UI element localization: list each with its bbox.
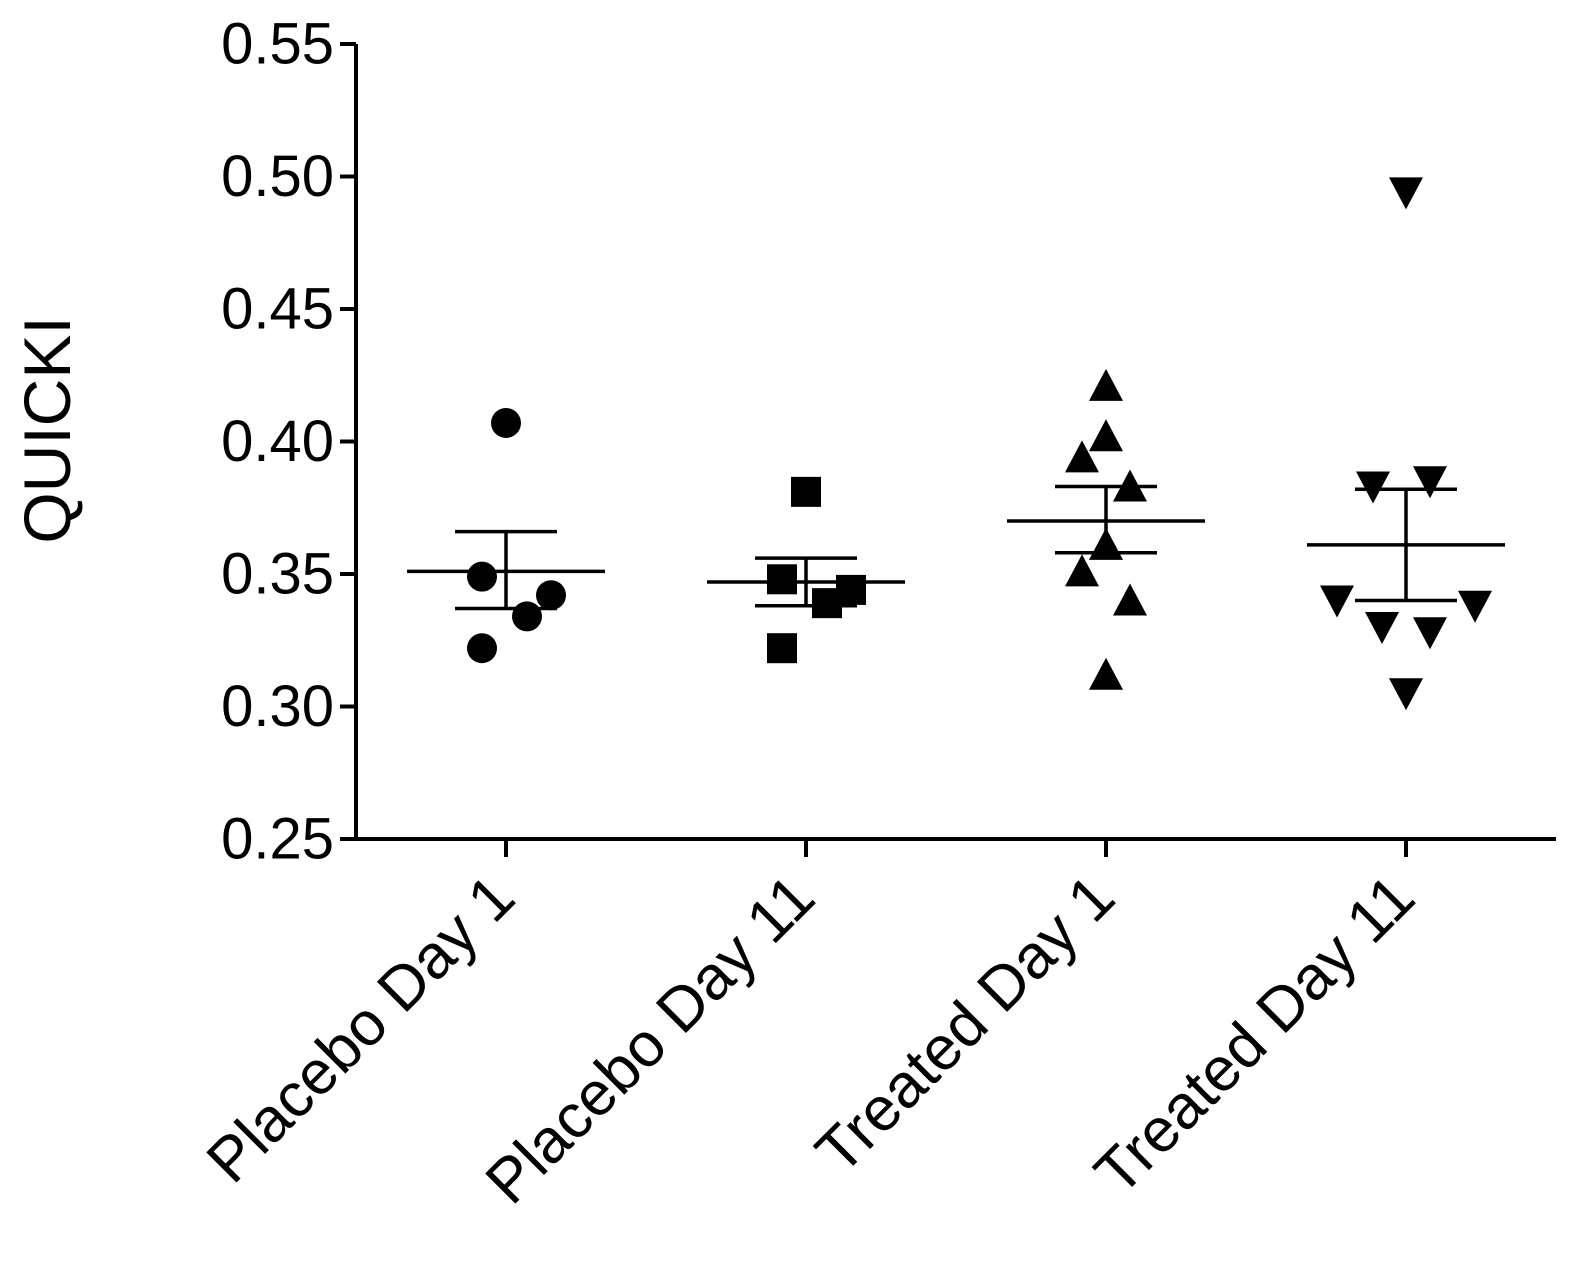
data-point-circle <box>491 407 521 438</box>
data-point-square <box>812 588 842 619</box>
y-axis-title: QUICKI <box>10 316 84 543</box>
data-point-triangle-up <box>1065 440 1099 473</box>
data-point-triangle-down <box>1389 678 1423 711</box>
data-point-square <box>791 476 821 507</box>
data-point-triangle-up <box>1065 554 1099 587</box>
data-point-triangle-down <box>1320 585 1354 618</box>
y-tick-label: 0.35 <box>221 542 334 607</box>
data-points-layer <box>467 177 1492 711</box>
x-category-label: Placebo Day 11 <box>473 862 828 1217</box>
x-category-label: Treated Day 1 <box>803 862 1128 1187</box>
data-point-triangle-up <box>1089 657 1123 690</box>
data-point-square <box>767 633 797 664</box>
data-point-circle <box>467 633 497 664</box>
y-tick-label: 0.40 <box>221 409 334 474</box>
data-point-triangle-up <box>1089 368 1123 401</box>
data-point-triangle-down <box>1356 471 1390 504</box>
data-point-triangle-up <box>1113 469 1147 502</box>
data-point-triangle-down <box>1458 590 1492 623</box>
x-category-label: Placebo Day 1 <box>194 862 528 1196</box>
data-point-triangle-up <box>1089 419 1123 452</box>
y-tick-label: 0.30 <box>221 674 334 739</box>
data-point-triangle-down <box>1413 617 1447 650</box>
y-tick-label: 0.55 <box>221 12 334 77</box>
y-tick-label: 0.50 <box>221 144 334 209</box>
data-point-triangle-down <box>1413 466 1447 499</box>
data-point-circle <box>512 601 542 632</box>
x-category-label: Treated Day 11 <box>1082 862 1428 1208</box>
data-point-square <box>767 564 797 595</box>
data-point-circle <box>536 580 566 611</box>
y-ticks-layer: 0.25 0.30 0.35 0.40 0.45 0.50 0.55 <box>221 12 356 872</box>
data-point-triangle-up <box>1089 527 1123 560</box>
y-tick-label: 0.25 <box>221 807 334 872</box>
data-point-triangle-up <box>1113 583 1147 616</box>
y-tick-label: 0.45 <box>221 277 334 342</box>
data-point-circle <box>467 561 497 592</box>
data-point-triangle-down <box>1389 177 1423 210</box>
axes-layer <box>354 44 1556 841</box>
data-point-triangle-down <box>1365 612 1399 644</box>
